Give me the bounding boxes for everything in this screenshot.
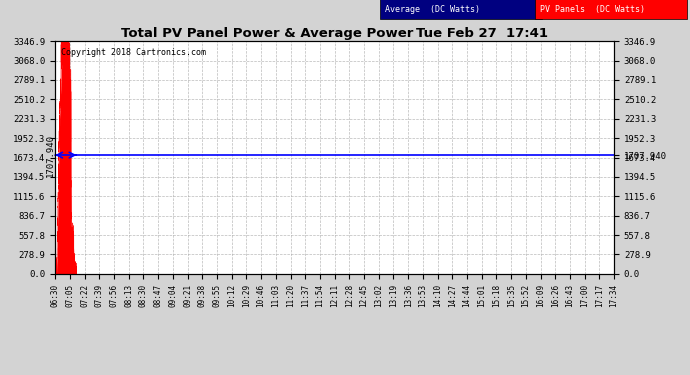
Text: Average  (DC Watts): Average (DC Watts): [385, 5, 480, 14]
Text: PV Panels  (DC Watts): PV Panels (DC Watts): [540, 5, 645, 14]
Title: Total PV Panel Power & Average Power Tue Feb 27  17:41: Total PV Panel Power & Average Power Tue…: [121, 27, 548, 40]
Text: 1707.940: 1707.940: [46, 134, 55, 177]
Text: Copyright 2018 Cartronics.com: Copyright 2018 Cartronics.com: [61, 48, 206, 57]
